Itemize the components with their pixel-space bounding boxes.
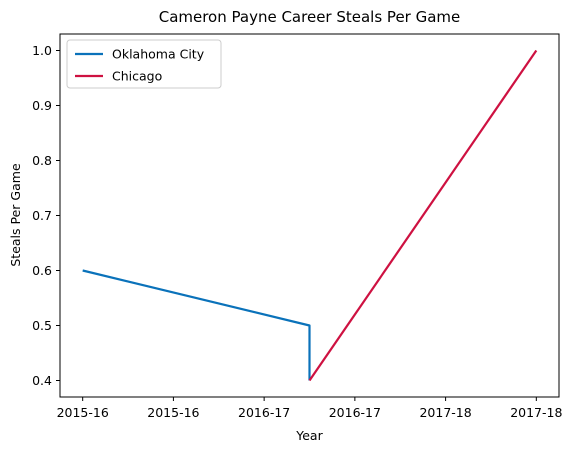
legend-label: Chicago xyxy=(112,69,162,84)
y-tick-label: 0.4 xyxy=(32,373,52,388)
x-tick-label: 2017-18 xyxy=(510,405,562,420)
x-tick-label: 2017-18 xyxy=(419,405,471,420)
y-tick-label: 0.5 xyxy=(32,318,52,333)
legend-label: Oklahoma City xyxy=(112,47,205,62)
x-tick-label: 2016-17 xyxy=(329,405,381,420)
x-tick-label: 2015-16 xyxy=(147,405,199,420)
y-axis-label: Steals Per Game xyxy=(8,163,23,267)
x-tick-label: 2016-17 xyxy=(238,405,290,420)
series-line-oklahoma-city xyxy=(82,269,311,381)
y-tick-label: 0.7 xyxy=(32,208,52,223)
x-axis-label: Year xyxy=(295,428,323,443)
y-tick-label: 0.6 xyxy=(32,263,52,278)
legend-box xyxy=(66,39,222,89)
legend: Oklahoma City Chicago xyxy=(66,39,222,89)
series-line-chicago xyxy=(308,49,538,382)
x-tick-label: 2015-16 xyxy=(57,405,109,420)
plot-area: 0.4 0.5 0.6 0.7 0.8 0.9 1.0 2015-16 2015-16 2016-… xyxy=(32,33,562,420)
y-tick-label: 0.8 xyxy=(32,153,52,168)
y-tick-label: 1.0 xyxy=(32,43,52,58)
y-tick-label: 0.9 xyxy=(32,98,52,113)
chart-title: Cameron Payne Career Steals Per Game xyxy=(159,8,461,26)
